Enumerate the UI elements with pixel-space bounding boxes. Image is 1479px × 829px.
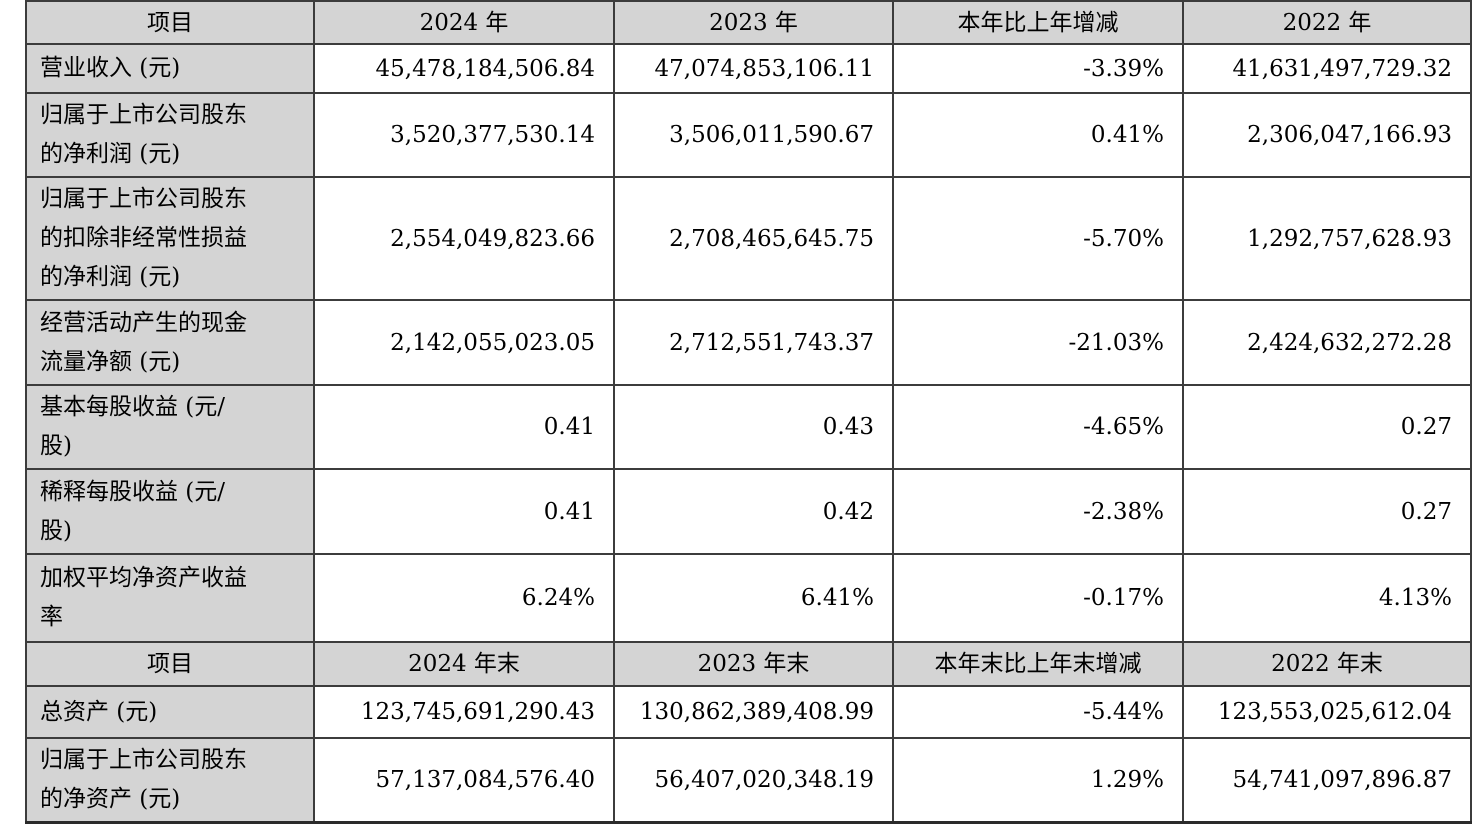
value-2023-cell: 0.43 xyxy=(613,384,894,470)
row-label-cell: 归属于上市公司股东 的扣除非经常性损益 的净利润 (元) xyxy=(25,176,315,301)
row-label-cell: 营业收入 (元) xyxy=(25,43,315,94)
value-2024-cell: 6.24% xyxy=(313,553,615,643)
table-row-total-assets: 总资产 (元) 123,745,691,290.43 130,862,389,4… xyxy=(25,685,1472,739)
change-cell: -4.65% xyxy=(892,384,1184,470)
value-2022-cell: 123,553,025,612.04 xyxy=(1182,685,1472,739)
annual-header-row: 项目 2024 年 2023 年 本年比上年增减 2022 年 xyxy=(25,0,1472,45)
row-label-cell: 经营活动产生的现金 流量净额 (元) xyxy=(25,299,315,386)
row-label-cell: 加权平均净资产收益 率 xyxy=(25,553,315,643)
header-cell-2023-yearend: 2023 年末 xyxy=(613,641,894,687)
value-2022-cell: 4.13% xyxy=(1182,553,1472,643)
table-row-operating-cash-flow: 经营活动产生的现金 流量净额 (元) 2,142,055,023.05 2,71… xyxy=(25,299,1472,386)
table-row-weighted-avg-roe: 加权平均净资产收益 率 6.24% 6.41% -0.17% 4.13% xyxy=(25,553,1472,643)
header-cell-2024: 2024 年 xyxy=(313,0,615,45)
header-cell-2022-yearend: 2022 年末 xyxy=(1182,641,1472,687)
change-cell: -21.03% xyxy=(892,299,1184,386)
value-2024-cell: 3,520,377,530.14 xyxy=(313,92,615,178)
row-label-cell: 稀释每股收益 (元/ 股) xyxy=(25,468,315,555)
value-2024-cell: 123,745,691,290.43 xyxy=(313,685,615,739)
value-2024-cell: 45,478,184,506.84 xyxy=(313,43,615,94)
financial-summary-table: 项目 2024 年 2023 年 本年比上年增减 2022 年 营业收入 (元)… xyxy=(25,0,1472,824)
row-label-cell: 归属于上市公司股东 的净资产 (元) xyxy=(25,737,315,824)
value-2023-cell: 47,074,853,106.11 xyxy=(613,43,894,94)
table-row-net-profit: 归属于上市公司股东 的净利润 (元) 3,520,377,530.14 3,50… xyxy=(25,92,1472,178)
change-cell: -2.38% xyxy=(892,468,1184,555)
header-cell-item: 项目 xyxy=(25,0,315,45)
value-2022-cell: 0.27 xyxy=(1182,468,1472,555)
value-2022-cell: 54,741,097,896.87 xyxy=(1182,737,1472,824)
table-row-net-profit-ex-nonrecurring: 归属于上市公司股东 的扣除非经常性损益 的净利润 (元) 2,554,049,8… xyxy=(25,176,1472,301)
header-cell-item: 项目 xyxy=(25,641,315,687)
row-label-cell: 归属于上市公司股东 的净利润 (元) xyxy=(25,92,315,178)
change-cell: -3.39% xyxy=(892,43,1184,94)
value-2022-cell: 2,306,047,166.93 xyxy=(1182,92,1472,178)
value-2022-cell: 1,292,757,628.93 xyxy=(1182,176,1472,301)
value-2023-cell: 0.42 xyxy=(613,468,894,555)
row-label-cell: 基本每股收益 (元/ 股) xyxy=(25,384,315,470)
value-2024-cell: 0.41 xyxy=(313,468,615,555)
value-2024-cell: 2,554,049,823.66 xyxy=(313,176,615,301)
header-cell-2024-yearend: 2024 年末 xyxy=(313,641,615,687)
value-2022-cell: 41,631,497,729.32 xyxy=(1182,43,1472,94)
header-cell-yoy-change: 本年比上年增减 xyxy=(892,0,1184,45)
change-cell: -5.70% xyxy=(892,176,1184,301)
header-cell-2023: 2023 年 xyxy=(613,0,894,45)
table-row-net-assets: 归属于上市公司股东 的净资产 (元) 57,137,084,576.40 56,… xyxy=(25,737,1472,824)
header-cell-yearend-change: 本年末比上年末增减 xyxy=(892,641,1184,687)
value-2023-cell: 130,862,389,408.99 xyxy=(613,685,894,739)
table-row-revenue: 营业收入 (元) 45,478,184,506.84 47,074,853,10… xyxy=(25,43,1472,94)
change-cell: 1.29% xyxy=(892,737,1184,824)
value-2023-cell: 6.41% xyxy=(613,553,894,643)
value-2022-cell: 0.27 xyxy=(1182,384,1472,470)
row-label-cell: 总资产 (元) xyxy=(25,685,315,739)
change-cell: -0.17% xyxy=(892,553,1184,643)
value-2023-cell: 2,708,465,645.75 xyxy=(613,176,894,301)
value-2024-cell: 2,142,055,023.05 xyxy=(313,299,615,386)
yearend-header-row: 项目 2024 年末 2023 年末 本年末比上年末增减 2022 年末 xyxy=(25,641,1472,687)
table-row-basic-eps: 基本每股收益 (元/ 股) 0.41 0.43 -4.65% 0.27 xyxy=(25,384,1472,470)
change-cell: -5.44% xyxy=(892,685,1184,739)
value-2023-cell: 3,506,011,590.67 xyxy=(613,92,894,178)
change-cell: 0.41% xyxy=(892,92,1184,178)
value-2022-cell: 2,424,632,272.28 xyxy=(1182,299,1472,386)
value-2024-cell: 57,137,084,576.40 xyxy=(313,737,615,824)
value-2023-cell: 56,407,020,348.19 xyxy=(613,737,894,824)
value-2023-cell: 2,712,551,743.37 xyxy=(613,299,894,386)
table-row-diluted-eps: 稀释每股收益 (元/ 股) 0.41 0.42 -2.38% 0.27 xyxy=(25,468,1472,555)
header-cell-2022: 2022 年 xyxy=(1182,0,1472,45)
value-2024-cell: 0.41 xyxy=(313,384,615,470)
